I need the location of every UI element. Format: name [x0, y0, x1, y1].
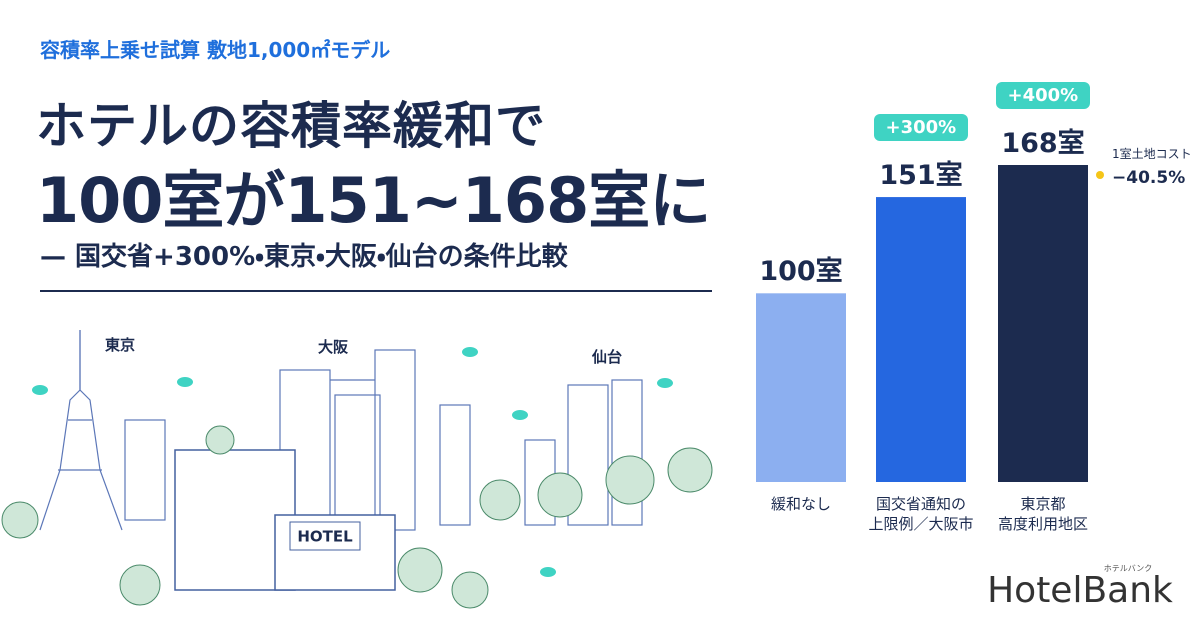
city-label: 東京	[105, 336, 135, 354]
cost-note-label: 1室土地コスト	[1112, 147, 1192, 161]
note-dot	[1096, 171, 1104, 179]
trees	[1, 425, 713, 609]
x-tick-label: 東京都 高度利用地区	[997, 495, 1088, 533]
city-label: 仙台	[591, 348, 622, 366]
hotel: HOTEL	[174, 449, 396, 591]
leaves	[32, 347, 673, 577]
title: 100室が151~168室に	[36, 164, 711, 237]
change-badge: +300%	[873, 114, 969, 142]
bar	[876, 197, 966, 482]
tower	[39, 330, 81, 531]
title: ホテルの容積率緩和で	[36, 97, 546, 155]
value-label: 151室	[879, 160, 963, 192]
kicker: 容積率上乗せ試算 敷地1,000㎡モデル	[40, 38, 391, 62]
city-label: 大阪	[318, 338, 349, 356]
bar	[998, 165, 1088, 482]
cost-note-value: −40.5%	[1112, 168, 1185, 188]
logo: HotelBank	[987, 570, 1173, 611]
tower	[79, 330, 123, 531]
value-label: 168室	[1001, 128, 1085, 159]
value-label: 100室	[759, 256, 843, 288]
x-tick-label: 緩和なし	[770, 495, 831, 513]
subtitle: — 国交省+300%・東京・大阪・仙台の条件比較	[40, 242, 568, 272]
change-badge: +400%	[995, 82, 1091, 109]
hotel-sign: HOTEL	[297, 528, 353, 546]
x-tick-label: 国交省通知の 上限例／大阪市	[868, 495, 974, 533]
divider	[40, 290, 712, 292]
bar	[756, 293, 846, 482]
logo-kana: ホテルバンク	[1104, 564, 1152, 573]
